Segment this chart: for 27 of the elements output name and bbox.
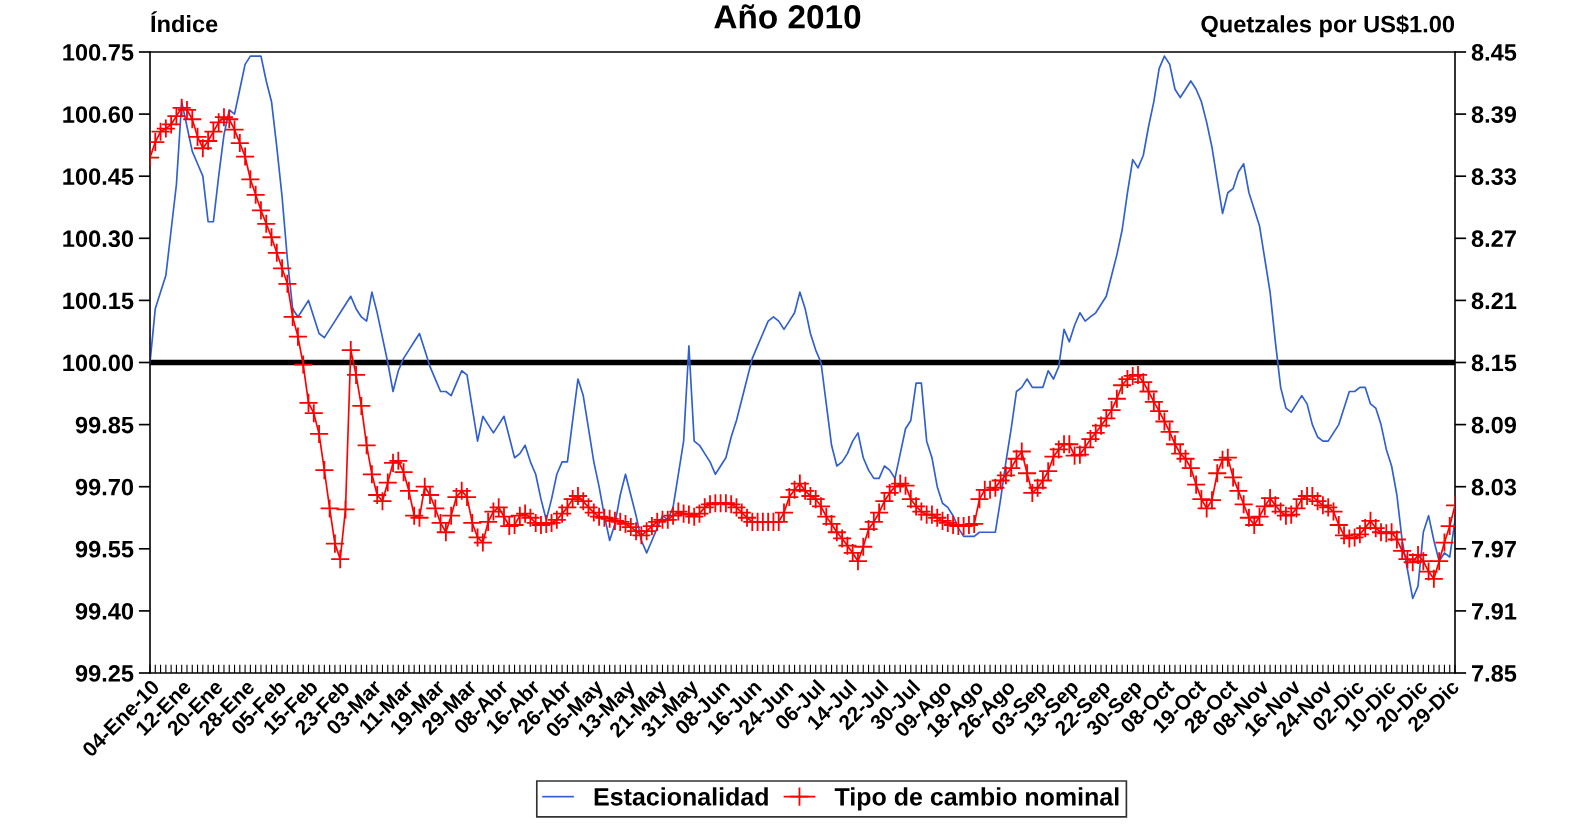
y2-tick-label: 7.85 [1471, 665, 1517, 682]
y-tick-label: 100.00 [63, 354, 134, 372]
y-tick-label: 100.15 [63, 292, 134, 310]
y-tick-label: 100.60 [63, 106, 134, 123]
y2-tick-label: 8.39 [1471, 106, 1517, 123]
y2-tick-label: 8.09 [1471, 416, 1517, 434]
y2-tick-label: 7.91 [1471, 602, 1517, 620]
y2-tick-label: 8.03 [1471, 478, 1517, 496]
y-tick-label: 100.75 [63, 44, 134, 61]
y2-axis-title: Quetzales por US$1.00 [1201, 14, 1455, 38]
y-tick-label: 99.70 [75, 478, 134, 496]
y-axis-title: Índice [151, 11, 218, 33]
chart-title: Año 2010 [714, 4, 861, 29]
y2-tick-label: 8.15 [1471, 354, 1517, 372]
y2-tick-label: 8.45 [1471, 44, 1517, 61]
y-tick-label: 100.30 [63, 230, 134, 248]
y2-tick-label: 8.33 [1471, 168, 1517, 186]
y2-tick-label: 7.97 [1471, 540, 1516, 558]
y-tick-label: 99.85 [75, 416, 134, 434]
y-tick-label: 100.45 [63, 168, 134, 185]
y-tick-label: 99.25 [75, 665, 134, 682]
legend-label: Estacionalidad [594, 787, 768, 806]
y-tick-label: 99.55 [75, 540, 134, 558]
y2-tick-label: 8.21 [1471, 292, 1517, 310]
legend-label: Tipo de cambio nominal [834, 787, 1119, 811]
y-tick-label: 99.40 [75, 602, 134, 620]
y2-tick-label: 8.27 [1471, 230, 1516, 248]
